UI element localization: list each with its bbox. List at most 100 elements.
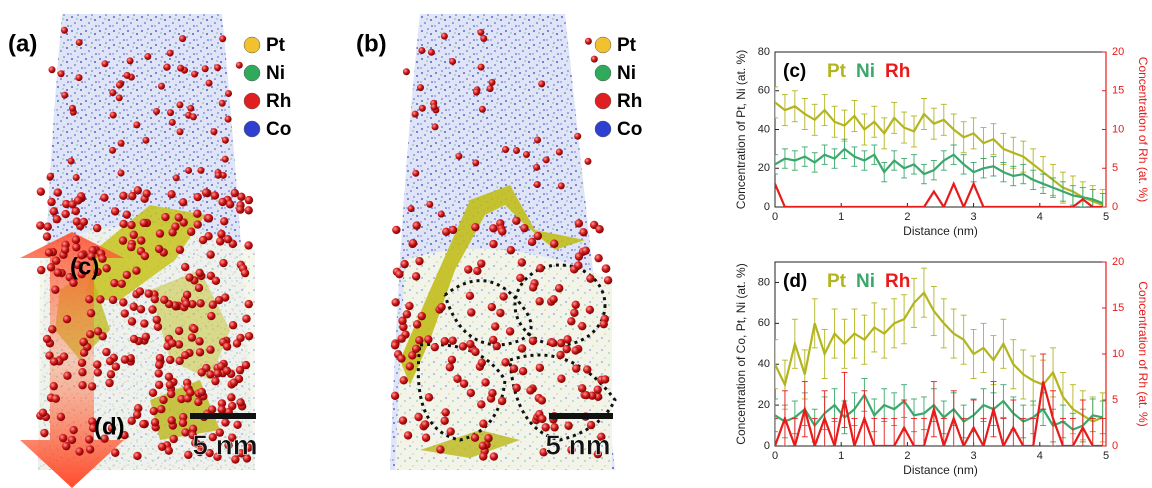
y-tick-label: 20 bbox=[758, 162, 770, 174]
atom bbox=[235, 61, 243, 69]
atom bbox=[470, 433, 480, 442]
atom bbox=[231, 455, 240, 464]
atom bbox=[440, 337, 449, 346]
atom bbox=[62, 199, 71, 209]
atom bbox=[244, 299, 253, 309]
atom bbox=[122, 270, 132, 280]
atom bbox=[164, 446, 174, 455]
atom bbox=[407, 205, 415, 213]
legend-label: Co bbox=[266, 119, 291, 140]
atom bbox=[182, 299, 191, 308]
atom bbox=[53, 268, 63, 277]
atom bbox=[127, 242, 136, 252]
atom bbox=[72, 217, 81, 226]
atom bbox=[512, 216, 521, 225]
atom bbox=[49, 357, 59, 366]
atom bbox=[229, 378, 239, 387]
atom bbox=[556, 338, 566, 348]
atom bbox=[533, 163, 541, 171]
atom bbox=[230, 188, 239, 198]
atom bbox=[571, 300, 580, 310]
atom bbox=[390, 341, 400, 350]
atom bbox=[478, 441, 488, 451]
atom bbox=[416, 84, 424, 92]
atom bbox=[58, 433, 68, 443]
y-tick-label: 80 bbox=[758, 276, 770, 288]
atom bbox=[417, 311, 426, 321]
atom bbox=[400, 259, 409, 269]
chart-title: (c) bbox=[783, 61, 806, 82]
atom bbox=[486, 85, 494, 93]
atom bbox=[185, 273, 194, 282]
series-line bbox=[775, 290, 1104, 423]
atom bbox=[155, 360, 164, 370]
atom bbox=[489, 335, 498, 345]
atom bbox=[492, 341, 501, 351]
atom bbox=[398, 416, 408, 425]
atom bbox=[73, 260, 83, 270]
atom bbox=[139, 419, 148, 429]
atom bbox=[167, 416, 176, 425]
atom bbox=[398, 316, 407, 325]
x-tick-label: 0 bbox=[772, 450, 778, 462]
atom bbox=[228, 433, 237, 442]
atom bbox=[115, 94, 123, 102]
atom bbox=[542, 156, 550, 164]
atom bbox=[538, 80, 546, 88]
atom bbox=[579, 228, 588, 237]
atom bbox=[47, 197, 56, 207]
atom bbox=[101, 60, 109, 68]
atom bbox=[557, 374, 566, 383]
atom bbox=[167, 109, 175, 117]
atom bbox=[488, 388, 497, 398]
atom bbox=[208, 300, 218, 309]
atom bbox=[489, 452, 499, 461]
atom bbox=[69, 425, 78, 435]
atom bbox=[123, 71, 131, 79]
atom bbox=[219, 258, 228, 268]
chart-title: (d) bbox=[783, 271, 807, 292]
atom bbox=[59, 352, 69, 361]
atom bbox=[119, 219, 128, 229]
atom bbox=[160, 295, 169, 305]
atom bbox=[537, 396, 547, 405]
atom bbox=[36, 187, 46, 196]
y-tick-label: 40 bbox=[758, 358, 770, 370]
atom bbox=[522, 151, 530, 159]
atom bbox=[107, 424, 117, 433]
atom bbox=[489, 224, 498, 233]
atom bbox=[53, 188, 63, 197]
atom bbox=[207, 311, 216, 321]
atom bbox=[488, 78, 496, 86]
atom bbox=[133, 121, 141, 129]
y-tick-label: 40 bbox=[758, 123, 770, 135]
atom bbox=[221, 136, 229, 144]
atom bbox=[88, 423, 98, 433]
atom bbox=[111, 448, 120, 457]
atom bbox=[421, 420, 430, 429]
atom bbox=[93, 360, 102, 369]
legend-label: Rh bbox=[617, 91, 642, 112]
atom bbox=[45, 351, 54, 360]
atom bbox=[496, 308, 505, 318]
atom bbox=[464, 265, 473, 274]
atom bbox=[211, 276, 221, 286]
atom bbox=[205, 448, 214, 458]
atom bbox=[71, 235, 81, 244]
atom bbox=[218, 99, 226, 107]
atom bbox=[51, 285, 60, 294]
atom bbox=[92, 223, 102, 233]
legend-label: Co bbox=[617, 119, 642, 140]
atom bbox=[174, 326, 184, 336]
atom bbox=[430, 103, 438, 111]
atom bbox=[51, 256, 61, 265]
atom bbox=[72, 243, 81, 252]
atom bbox=[426, 200, 434, 208]
scale-bar-label: 5 nm bbox=[545, 429, 610, 460]
atom bbox=[168, 118, 176, 126]
legend-swatch bbox=[594, 36, 612, 54]
atom bbox=[418, 104, 426, 112]
atom bbox=[68, 104, 76, 112]
atom bbox=[578, 321, 587, 331]
series-line bbox=[775, 392, 1103, 431]
